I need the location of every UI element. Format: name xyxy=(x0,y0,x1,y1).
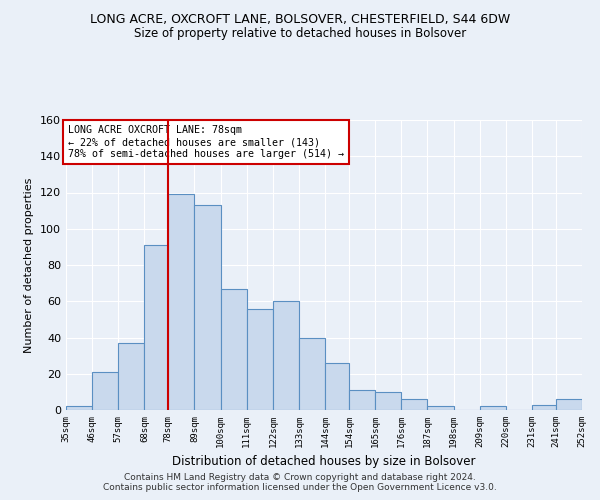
Bar xyxy=(401,399,427,410)
Text: Contains HM Land Registry data © Crown copyright and database right 2024.
Contai: Contains HM Land Registry data © Crown c… xyxy=(103,473,497,492)
Bar xyxy=(299,338,325,410)
Bar xyxy=(480,406,506,410)
Text: LONG ACRE OXCROFT LANE: 78sqm
← 22% of detached houses are smaller (143)
78% of : LONG ACRE OXCROFT LANE: 78sqm ← 22% of d… xyxy=(68,126,344,158)
Bar xyxy=(273,301,299,410)
Bar xyxy=(532,404,556,410)
Bar xyxy=(375,392,401,410)
Bar xyxy=(66,406,92,410)
Bar xyxy=(118,343,145,410)
Bar xyxy=(349,390,375,410)
Text: LONG ACRE, OXCROFT LANE, BOLSOVER, CHESTERFIELD, S44 6DW: LONG ACRE, OXCROFT LANE, BOLSOVER, CHEST… xyxy=(90,12,510,26)
Bar xyxy=(247,308,273,410)
Bar xyxy=(325,363,349,410)
Bar xyxy=(92,372,118,410)
Bar xyxy=(427,406,454,410)
Bar xyxy=(556,399,582,410)
Y-axis label: Number of detached properties: Number of detached properties xyxy=(25,178,34,352)
X-axis label: Distribution of detached houses by size in Bolsover: Distribution of detached houses by size … xyxy=(172,456,476,468)
Bar xyxy=(145,245,168,410)
Bar xyxy=(194,205,221,410)
Bar xyxy=(221,288,247,410)
Bar xyxy=(168,194,194,410)
Text: Size of property relative to detached houses in Bolsover: Size of property relative to detached ho… xyxy=(134,28,466,40)
